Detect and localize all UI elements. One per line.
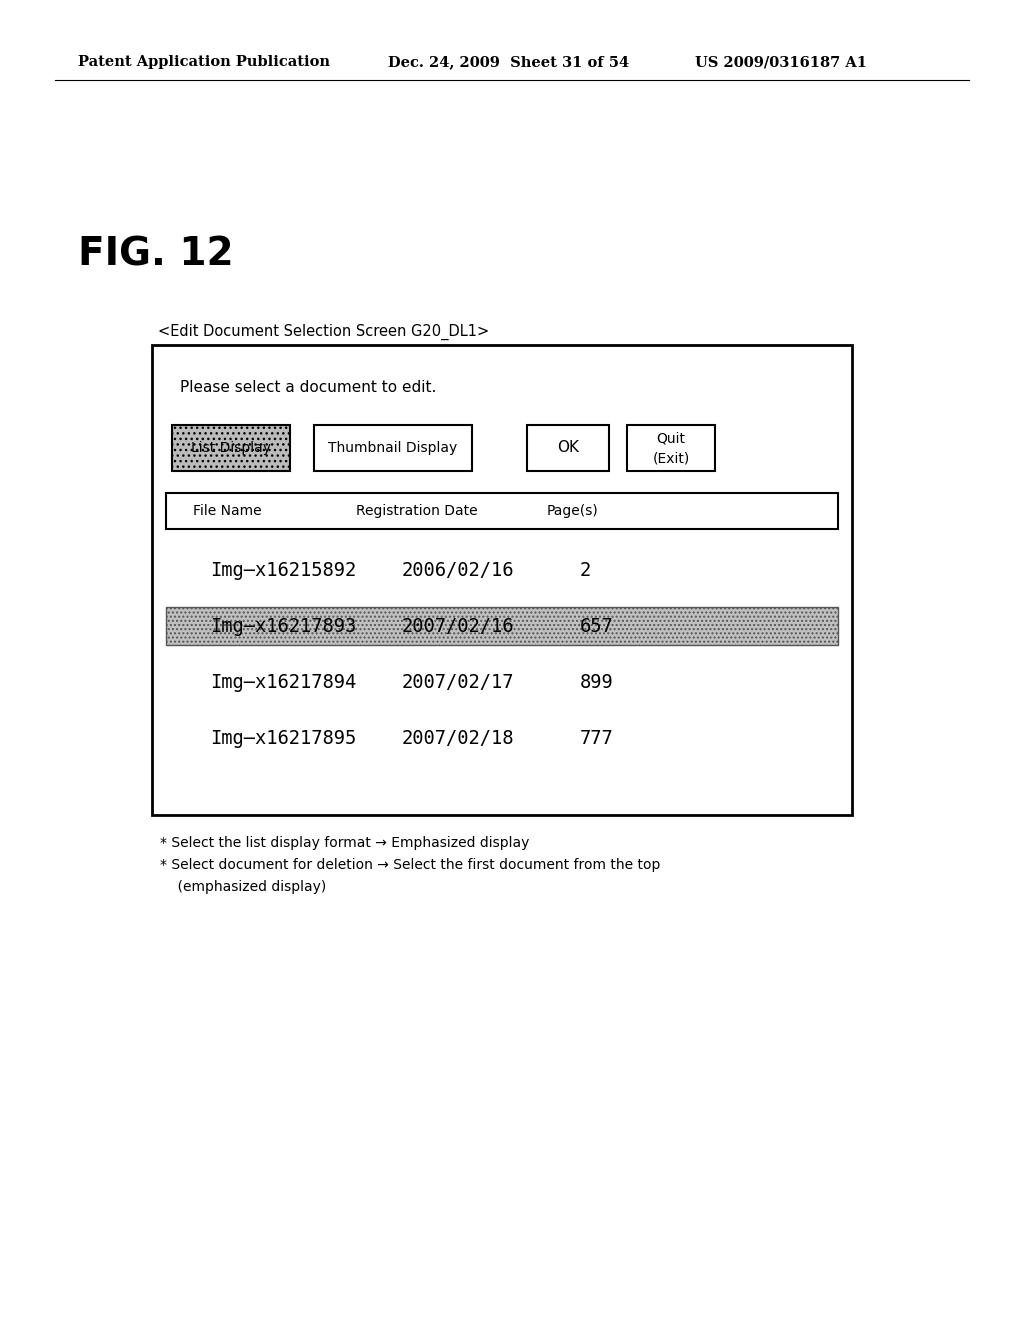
Text: Img–x16217893: Img–x16217893 (210, 616, 356, 635)
Bar (166, 492, 838, 529)
Text: 777: 777 (580, 729, 613, 747)
Text: Dec. 24, 2009  Sheet 31 of 54: Dec. 24, 2009 Sheet 31 of 54 (388, 55, 629, 69)
Text: 2: 2 (580, 561, 591, 579)
Bar (152, 345, 852, 814)
Text: (emphasized display): (emphasized display) (160, 880, 327, 894)
Text: <Edit Document Selection Screen G20_DL1>: <Edit Document Selection Screen G20_DL1> (158, 323, 489, 341)
Text: 657: 657 (580, 616, 613, 635)
Text: Img–x16217894: Img–x16217894 (210, 672, 356, 692)
Text: * Select document for deletion → Select the first document from the top: * Select document for deletion → Select … (160, 858, 660, 873)
Bar (166, 607, 838, 645)
Bar (172, 425, 290, 471)
Text: 2007/02/17: 2007/02/17 (402, 672, 514, 692)
Bar (314, 425, 472, 471)
Text: 899: 899 (580, 672, 613, 692)
Text: * Select the list display format → Emphasized display: * Select the list display format → Empha… (160, 836, 529, 850)
Text: Img–x16217895: Img–x16217895 (210, 729, 356, 747)
Text: (Exit): (Exit) (652, 451, 689, 465)
Text: 2007/02/18: 2007/02/18 (402, 729, 514, 747)
Text: File Name: File Name (193, 504, 261, 517)
Text: Please select a document to edit.: Please select a document to edit. (180, 380, 436, 395)
Text: Img–x16215892: Img–x16215892 (210, 561, 356, 579)
Text: Patent Application Publication: Patent Application Publication (78, 55, 330, 69)
Text: Quit: Quit (656, 432, 685, 446)
Text: US 2009/0316187 A1: US 2009/0316187 A1 (695, 55, 867, 69)
Text: OK: OK (557, 441, 579, 455)
Text: List Display: List Display (191, 441, 271, 455)
Text: 2006/02/16: 2006/02/16 (402, 561, 514, 579)
Bar (527, 425, 609, 471)
Text: Thumbnail Display: Thumbnail Display (329, 441, 458, 455)
Text: Registration Date: Registration Date (356, 504, 478, 517)
Text: 2007/02/16: 2007/02/16 (402, 616, 514, 635)
Text: Page(s): Page(s) (546, 504, 598, 517)
Text: FIG. 12: FIG. 12 (78, 236, 233, 275)
Bar (627, 425, 715, 471)
